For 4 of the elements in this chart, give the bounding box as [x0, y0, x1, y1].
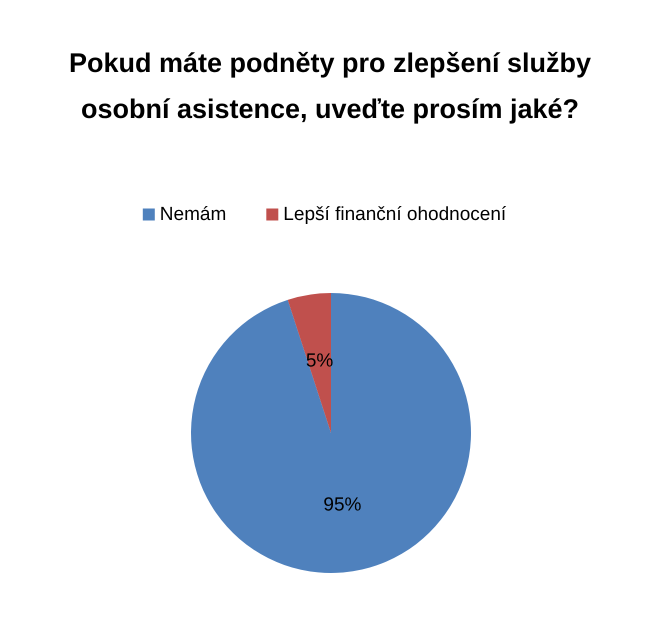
legend-label: Nemám	[160, 204, 226, 225]
legend-label: Lepší finanční ohodnocení	[283, 204, 507, 225]
data-label: 95%	[323, 494, 362, 516]
chart-title: Pokud máte podněty pro zlepšení služby osobní asistence, uveďte prosím jaké?	[68, 47, 592, 126]
